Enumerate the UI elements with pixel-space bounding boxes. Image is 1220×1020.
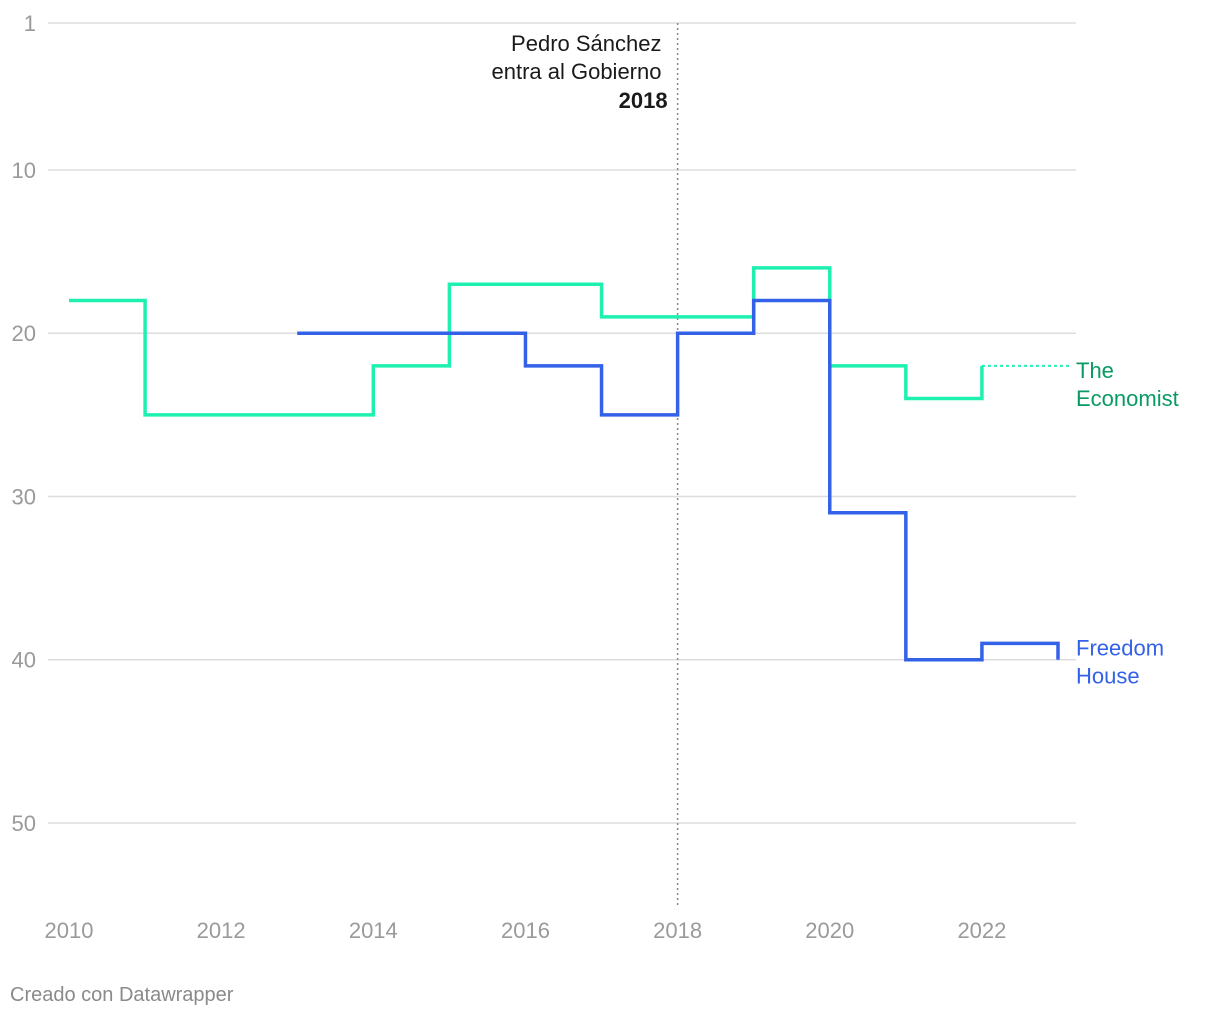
y-tick-label: 30 <box>12 484 36 509</box>
series-line <box>69 266 984 417</box>
series-line <box>297 298 1060 662</box>
series-label: Freedom House <box>1076 635 1164 688</box>
y-tick-label: 50 <box>12 811 36 836</box>
x-axis: 2010 2012 2014 2016 2018 2020 2022 <box>45 918 1007 943</box>
x-tick-label: 2012 <box>197 918 246 943</box>
credit-text: Creado con Datawrapper <box>10 984 234 1006</box>
x-tick-label: 2022 <box>957 918 1006 943</box>
gridlines <box>48 22 1076 824</box>
x-tick-label: 2020 <box>805 918 854 943</box>
series-label: The Economist <box>1076 358 1179 411</box>
x-tick-label: 2010 <box>45 918 94 943</box>
x-tick-label: 2014 <box>349 918 398 943</box>
y-axis: 1 10 20 30 40 50 <box>12 11 36 836</box>
y-tick-label: 40 <box>12 648 36 673</box>
annotation-line2: entra al Gobierno <box>491 59 661 84</box>
annotation-year: 2018 <box>619 88 668 113</box>
annotation-text: Pedro Sánchez entra al Gobierno 2018 <box>491 31 667 113</box>
y-tick-label: 20 <box>12 321 36 346</box>
annotation-line1: Pedro Sánchez <box>511 31 661 56</box>
series-labels: The Economist Freedom House <box>1076 358 1179 689</box>
x-tick-label: 2016 <box>501 918 550 943</box>
x-tick-label: 2018 <box>653 918 702 943</box>
series <box>69 266 1072 662</box>
y-tick-label: 1 <box>24 11 36 36</box>
y-tick-label: 10 <box>12 158 36 183</box>
